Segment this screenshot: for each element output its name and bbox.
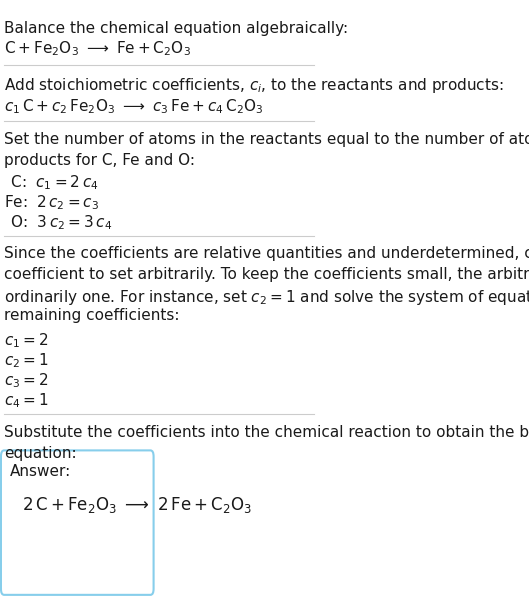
Text: C: $\; c_1 = 2 \, c_4$: C: $\; c_1 = 2 \, c_4$ [6,173,99,192]
Text: equation:: equation: [4,446,77,461]
Text: Add stoichiometric coefficients, $c_i$, to the reactants and products:: Add stoichiometric coefficients, $c_i$, … [4,76,504,95]
Text: $\mathrm{2 \, C + Fe_2O_3 \ \longrightarrow \ 2 \, Fe + C_2O_3}$: $\mathrm{2 \, C + Fe_2O_3 \ \longrightar… [22,495,253,515]
Text: $\mathrm{C + Fe_2O_3 \ \longrightarrow \ Fe + C_2O_3}$: $\mathrm{C + Fe_2O_3 \ \longrightarrow \… [4,39,191,58]
Text: Balance the chemical equation algebraically:: Balance the chemical equation algebraica… [4,21,348,36]
Text: Since the coefficients are relative quantities and underdetermined, choose a: Since the coefficients are relative quan… [4,246,529,262]
Text: ordinarily one. For instance, set $c_2 = 1$ and solve the system of equations fo: ordinarily one. For instance, set $c_2 =… [4,288,529,307]
Text: Set the number of atoms in the reactants equal to the number of atoms in the: Set the number of atoms in the reactants… [4,132,529,148]
Text: $c_1 \, \mathrm{C} + c_2 \, \mathrm{Fe_2O_3} \ \longrightarrow \ c_3 \, \mathrm{: $c_1 \, \mathrm{C} + c_2 \, \mathrm{Fe_2… [4,97,263,116]
FancyBboxPatch shape [1,450,153,595]
Text: Fe: $\; 2 \, c_2 = c_3$: Fe: $\; 2 \, c_2 = c_3$ [4,193,99,212]
Text: products for C, Fe and O:: products for C, Fe and O: [4,153,195,168]
Text: $c_4 = 1$: $c_4 = 1$ [4,391,49,410]
Text: coefficient to set arbitrarily. To keep the coefficients small, the arbitrary va: coefficient to set arbitrarily. To keep … [4,267,529,282]
Text: $c_2 = 1$: $c_2 = 1$ [4,351,49,370]
Text: $c_3 = 2$: $c_3 = 2$ [4,371,49,390]
Text: $c_1 = 2$: $c_1 = 2$ [4,331,49,350]
Text: Substitute the coefficients into the chemical reaction to obtain the balanced: Substitute the coefficients into the che… [4,425,529,440]
Text: remaining coefficients:: remaining coefficients: [4,308,180,324]
Text: O: $\; 3 \, c_2 = 3 \, c_4$: O: $\; 3 \, c_2 = 3 \, c_4$ [6,213,113,232]
Text: Answer:: Answer: [10,464,71,480]
